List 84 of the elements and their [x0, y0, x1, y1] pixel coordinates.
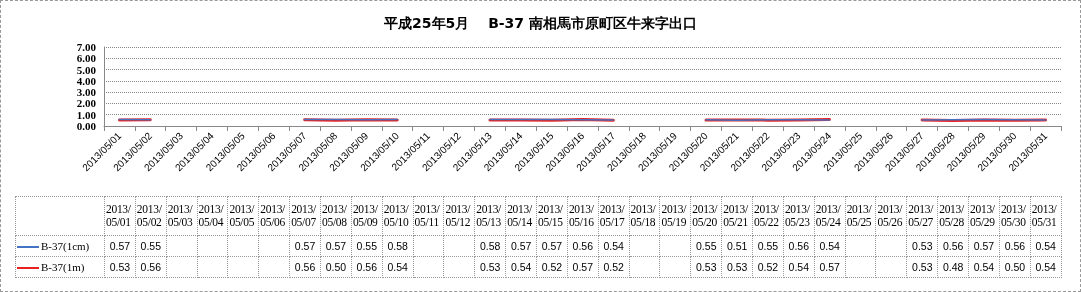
data-label: 0.57 [536, 235, 568, 257]
data-label: 0.53 [690, 256, 722, 278]
category-label: 2013/05/22 [754, 203, 779, 228]
category-label: 2013/05/25 [846, 203, 872, 228]
category-label: 2013/05/28 [939, 203, 964, 228]
y-tick-label: 0.00 [76, 120, 97, 132]
category-label: 2013/05/02 [136, 203, 162, 228]
data-label: 0.57 [814, 256, 846, 278]
category-label: 2013/05/29 [970, 203, 995, 228]
data-label: 0.56 [937, 235, 969, 257]
category-label: 2013/05/11 [414, 203, 440, 228]
data-label: 0.52 [536, 256, 568, 278]
data-label: 0.52 [752, 256, 784, 278]
category-label: 2013/05/04 [198, 203, 224, 228]
data-label: 0.56 [351, 256, 383, 278]
data-label: 0.53 [104, 256, 136, 278]
category-label: 2013/05/15 [538, 203, 563, 228]
category-label: 2013/05/07 [291, 203, 316, 228]
category-label: 2013/05/01 [106, 203, 131, 228]
data-label: 0.52 [598, 256, 630, 278]
data-label: 0.54 [968, 256, 1000, 278]
data-label: 0.54 [505, 256, 537, 278]
data-label: 0.50 [320, 256, 352, 278]
y-tick-label: 2.00 [76, 97, 97, 110]
data-label: 0.54 [1030, 256, 1062, 278]
category-label: 2013/05/19 [661, 203, 687, 228]
y-tick-label: 3.00 [76, 86, 97, 99]
data-label: 0.53 [474, 256, 506, 278]
y-tick-label: 1.00 [76, 108, 97, 121]
data-label: 0.48 [937, 256, 969, 278]
category-label: 2013/05/21 [723, 203, 748, 228]
data-label: 0.53 [906, 235, 938, 257]
data-label: 0.56 [783, 235, 815, 257]
category-label: 2013/05/27 [908, 203, 934, 228]
data-label: 0.57 [320, 235, 352, 257]
category-label: 2013/05/10 [383, 203, 409, 228]
legend-label: B-37(1cm) [15, 235, 105, 257]
legend-label: B-37(1m) [15, 256, 105, 278]
chart-title: 平成25年5月 B-37 南相馬市原町区牛来字出口 [383, 15, 697, 31]
category-label: 2013/05/12 [445, 203, 471, 228]
data-label: 0.55 [351, 235, 383, 257]
data-label: 0.51 [721, 235, 753, 257]
data-label: 0.57 [968, 235, 1000, 257]
data-label: 0.53 [721, 256, 753, 278]
category-label: 2013/05/18 [630, 203, 656, 228]
category-label: 2013/05/26 [877, 203, 903, 228]
y-tick-label: 5.00 [76, 63, 97, 76]
category-label: 2013/05/14 [507, 203, 532, 228]
data-label: 0.57 [104, 235, 136, 257]
data-label: 0.58 [474, 235, 506, 257]
category-label: 2013/05/24 [815, 203, 841, 228]
data-label: 0.55 [752, 235, 784, 257]
y-tick-label: 4.00 [76, 74, 97, 87]
data-label: 0.57 [289, 235, 321, 257]
category-label: 2013/05/09 [352, 203, 378, 228]
data-label: 0.53 [906, 256, 938, 278]
data-label: 0.54 [598, 235, 630, 257]
data-label: 0.58 [382, 235, 414, 257]
y-tick-label: 7.00 [76, 41, 97, 53]
data-label: 0.54 [382, 256, 414, 278]
category-label: 2013/05/23 [784, 203, 810, 228]
data-label: 0.54 [814, 235, 846, 257]
data-label: 0.57 [505, 235, 537, 257]
data-label: 0.50 [999, 256, 1031, 278]
category-label: 2013/05/06 [260, 203, 285, 228]
data-label: 0.56 [567, 235, 599, 257]
category-label: 2013/05/30 [1000, 203, 1026, 228]
category-label: 2013/05/03 [167, 203, 193, 228]
data-label: 0.56 [135, 256, 167, 278]
data-label: 0.54 [783, 256, 815, 278]
category-label: 2013/05/05 [229, 203, 255, 228]
category-label: 2013/05/08 [322, 203, 347, 228]
data-label: 0.56 [289, 256, 321, 278]
data-label: 0.55 [690, 235, 722, 257]
data-label: 0.56 [999, 235, 1031, 257]
category-label: 2013/05/20 [692, 203, 718, 228]
category-label: 2013/05/16 [568, 203, 594, 228]
y-tick-label: 6.00 [76, 52, 97, 65]
data-label: 0.54 [1030, 235, 1062, 257]
category-label: 2013/05/31 [1031, 203, 1057, 228]
category-label: 2013/05/13 [476, 203, 502, 228]
category-label: 2013/05/17 [599, 203, 625, 228]
data-label: 0.57 [567, 256, 599, 278]
data-label: 0.55 [135, 235, 167, 257]
